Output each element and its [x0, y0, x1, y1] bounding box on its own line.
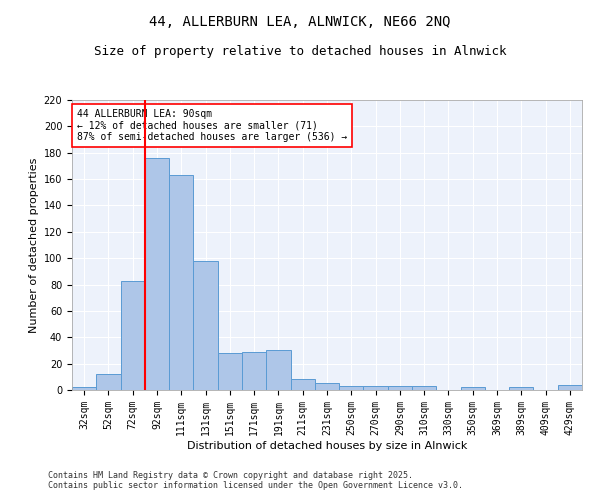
Text: 44 ALLERBURN LEA: 90sqm
← 12% of detached houses are smaller (71)
87% of semi-de: 44 ALLERBURN LEA: 90sqm ← 12% of detache…	[77, 108, 347, 142]
Bar	[169, 175, 193, 390]
Bar	[242, 352, 266, 390]
Y-axis label: Number of detached properties: Number of detached properties	[29, 158, 40, 332]
X-axis label: Distribution of detached houses by size in Alnwick: Distribution of detached houses by size …	[187, 440, 467, 450]
Bar	[315, 384, 339, 390]
Bar	[290, 380, 315, 390]
Bar	[72, 388, 96, 390]
Bar	[461, 388, 485, 390]
Text: 44, ALLERBURN LEA, ALNWICK, NE66 2NQ: 44, ALLERBURN LEA, ALNWICK, NE66 2NQ	[149, 15, 451, 29]
Bar	[412, 386, 436, 390]
Bar	[388, 386, 412, 390]
Bar	[145, 158, 169, 390]
Bar	[218, 353, 242, 390]
Bar	[266, 350, 290, 390]
Bar	[509, 388, 533, 390]
Bar	[193, 261, 218, 390]
Bar	[364, 386, 388, 390]
Bar	[339, 386, 364, 390]
Bar	[558, 384, 582, 390]
Text: Contains HM Land Registry data © Crown copyright and database right 2025.
Contai: Contains HM Land Registry data © Crown c…	[48, 470, 463, 490]
Text: Size of property relative to detached houses in Alnwick: Size of property relative to detached ho…	[94, 45, 506, 58]
Bar	[121, 280, 145, 390]
Bar	[96, 374, 121, 390]
